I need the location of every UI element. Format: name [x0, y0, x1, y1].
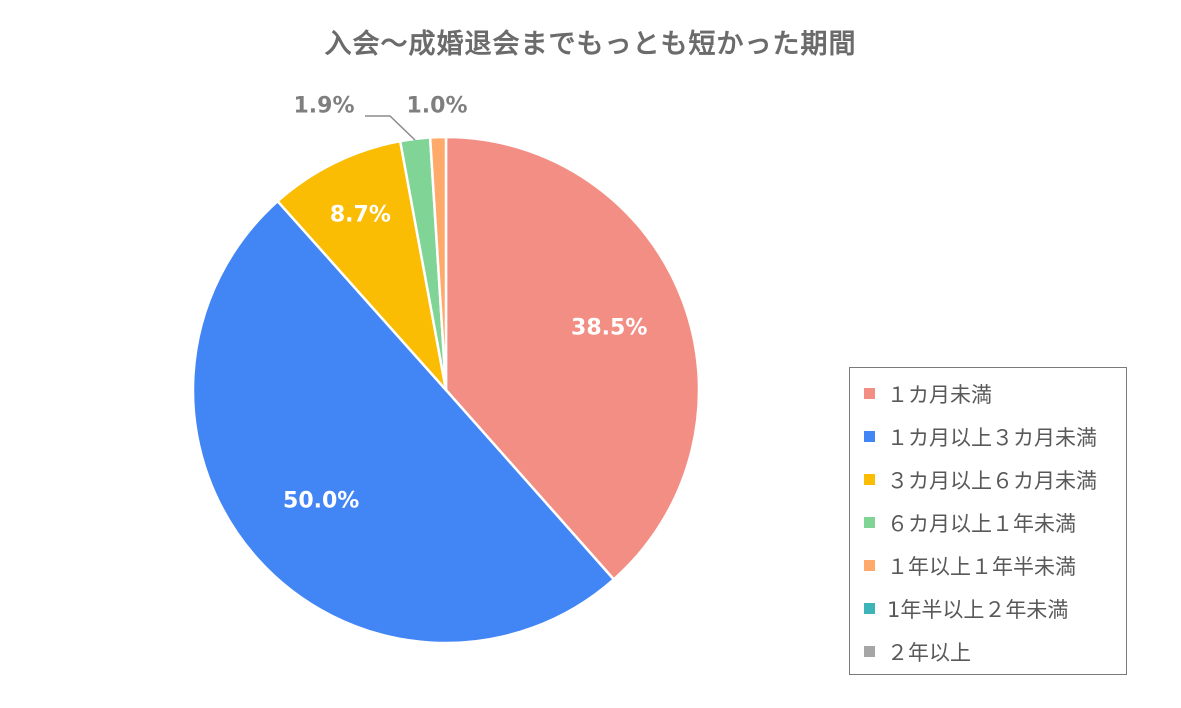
legend-swatch	[864, 431, 875, 442]
legend-swatch	[864, 474, 875, 485]
legend: １カ月未満 １カ月以上３カ月未満 ３カ月以上６カ月未満 ６カ月以上１年未満 １年…	[849, 367, 1127, 675]
pie-slice	[444, 135, 701, 581]
legend-item: １カ月以上３カ月未満	[864, 415, 1126, 458]
legend-label: １年以上１年半未満	[887, 554, 1076, 579]
legend-swatch	[864, 603, 875, 614]
chart-title: 入会～成婚退会までもっとも短かった期間	[324, 29, 857, 60]
pie-slice	[276, 139, 448, 392]
data-label: 1.0%	[406, 94, 467, 119]
legend-item: １カ月未満	[864, 372, 1126, 415]
data-label: 50.0%	[283, 488, 359, 513]
pie-slice	[191, 199, 616, 645]
pie-slice	[428, 135, 448, 392]
legend-label: 1年半以上２年未満	[887, 597, 1069, 622]
data-label: 38.5%	[571, 316, 647, 341]
legend-label: ６カ月以上１年未満	[887, 511, 1076, 536]
legend-label: ３カ月以上６カ月未満	[887, 468, 1097, 493]
legend-label: １カ月未満	[887, 382, 992, 407]
legend-swatch	[864, 388, 875, 399]
legend-label: ２年以上	[887, 640, 971, 665]
legend-item: １年以上１年半未満	[864, 544, 1126, 587]
data-label: 8.7%	[330, 203, 391, 228]
legend-swatch	[864, 517, 875, 528]
legend-swatch	[864, 560, 875, 571]
legend-item: ２年以上	[864, 630, 1126, 673]
legend-item: 1年半以上２年未満	[864, 587, 1126, 630]
legend-swatch	[864, 646, 875, 657]
data-label: 1.9%	[293, 94, 354, 119]
leader-line	[365, 115, 416, 141]
legend-item: ６カ月以上１年未満	[864, 501, 1126, 544]
legend-item: ３カ月以上６カ月未満	[864, 458, 1126, 501]
legend-label: １カ月以上３カ月未満	[887, 425, 1097, 450]
